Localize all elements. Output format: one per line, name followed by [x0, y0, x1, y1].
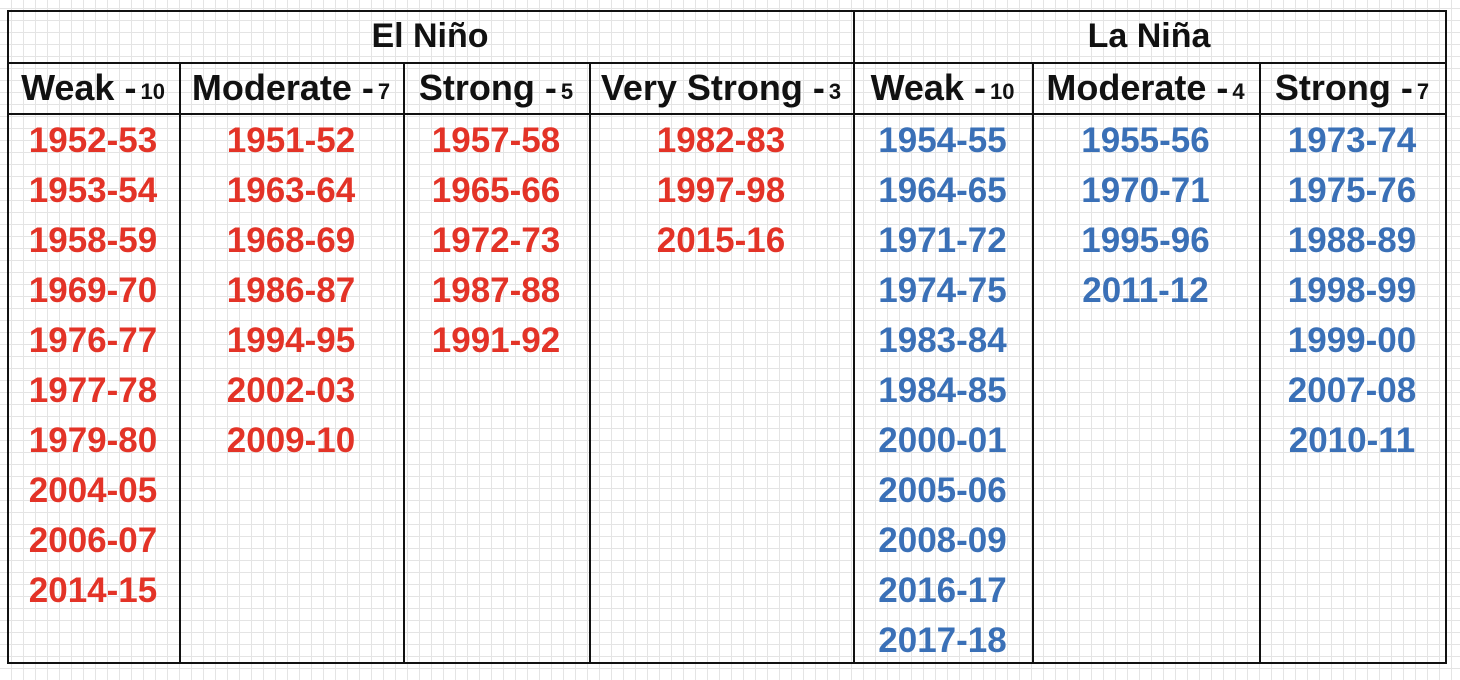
year-range: 1994-95: [226, 321, 356, 360]
year-range: 1958-59: [28, 221, 158, 260]
header-label: Weak -: [870, 66, 986, 108]
year-range: 1973-74: [1287, 121, 1417, 160]
year-range: 1954-55: [878, 121, 1007, 160]
year-range: 1997-98: [656, 171, 786, 210]
year-range: 2007-08: [1287, 371, 1417, 410]
year-range: 2010-11: [1288, 421, 1416, 460]
group-title: El Niño: [371, 16, 489, 55]
year-range: 1999-00: [1287, 321, 1417, 360]
group-title: La Niña: [1087, 16, 1211, 55]
column-line: [7, 10, 9, 664]
column-line: [179, 62, 181, 664]
year-range: 2008-09: [878, 521, 1007, 560]
year-range: 1971-72: [878, 221, 1007, 260]
column-line: [1259, 62, 1261, 664]
header-label: Weak -: [21, 66, 137, 108]
column-line: [1032, 62, 1034, 664]
column-header: Weak -10: [853, 62, 1032, 113]
year-range: 1969-70: [28, 271, 158, 310]
header-count: 4: [1232, 78, 1245, 104]
column-header: Moderate -4: [1032, 62, 1259, 113]
year-range: 2014-15: [28, 571, 158, 610]
header-count: 10: [140, 78, 165, 104]
header-label: Moderate -: [191, 66, 374, 108]
year-range: 1970-71: [1081, 171, 1210, 210]
rule: [7, 113, 1447, 115]
year-range: 2011-12: [1082, 271, 1209, 310]
year-range: 1975-76: [1287, 171, 1417, 210]
border: [7, 10, 1447, 12]
header-label: Strong -: [1274, 66, 1413, 108]
border: [7, 662, 1447, 664]
year-range: 1955-56: [1081, 121, 1210, 160]
year-range: 1984-85: [878, 371, 1007, 410]
header-count: 3: [828, 78, 842, 104]
year-range: 1974-75: [878, 271, 1007, 310]
column-line: [1445, 10, 1447, 664]
year-range: 1986-87: [226, 271, 356, 310]
column-header: Moderate -7: [179, 62, 403, 113]
year-range: 2015-16: [656, 221, 786, 260]
rule: [7, 62, 1447, 64]
year-range: 1991-92: [431, 321, 561, 360]
year-range: 1976-77: [28, 321, 158, 360]
year-range: 1964-65: [878, 171, 1007, 210]
year-range: 2016-17: [878, 571, 1007, 610]
column-header: Weak -10: [7, 62, 179, 113]
header-label: Strong -: [418, 66, 557, 108]
header-count: 5: [560, 78, 574, 104]
year-range: 1987-88: [431, 271, 561, 310]
header-label: Very Strong -: [600, 66, 825, 108]
year-range: 1965-66: [431, 171, 561, 210]
year-range: 2000-01: [878, 421, 1007, 460]
header-count: 10: [989, 78, 1015, 104]
year-range: 1972-73: [431, 221, 561, 260]
year-range: 2004-05: [28, 471, 158, 510]
year-range: 2009-10: [226, 421, 356, 460]
year-range: 1988-89: [1287, 221, 1417, 260]
year-range: 1998-99: [1287, 271, 1417, 310]
column-line: [853, 10, 855, 664]
year-range: 1953-54: [28, 171, 158, 210]
column-line: [403, 62, 405, 664]
column-header: Strong -7: [1259, 62, 1445, 113]
year-range: 1983-84: [878, 321, 1007, 360]
column-line: [589, 62, 591, 664]
column-header: Strong -5: [403, 62, 589, 113]
year-range: 1982-83: [656, 121, 786, 160]
header-count: 7: [1416, 78, 1430, 104]
year-range: 2005-06: [878, 471, 1007, 510]
year-range: 1952-53: [28, 121, 158, 160]
year-range: 2006-07: [28, 521, 158, 560]
year-range: 1995-96: [1081, 221, 1210, 260]
year-range: 1968-69: [226, 221, 356, 260]
year-range: 1957-58: [431, 121, 561, 160]
year-range: 2017-18: [878, 621, 1007, 660]
year-range: 1963-64: [226, 171, 356, 210]
header-count: 7: [377, 78, 391, 104]
year-range: 1977-78: [28, 371, 158, 410]
year-range: 2002-03: [226, 371, 356, 410]
year-range: 1979-80: [28, 421, 158, 460]
year-range: 1951-52: [226, 121, 356, 160]
header-label: Moderate -: [1046, 66, 1229, 108]
column-header: Very Strong -3: [589, 62, 853, 113]
